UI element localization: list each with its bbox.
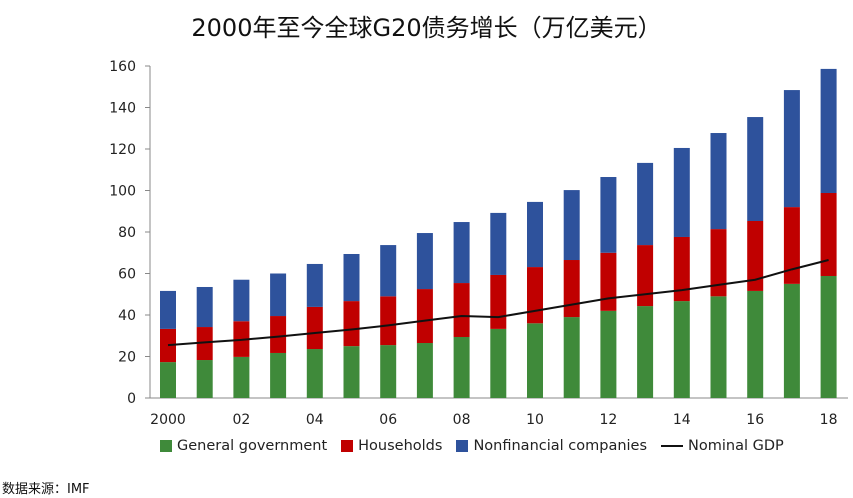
bar-households <box>747 221 764 291</box>
x-tick-label: 2000 <box>150 412 186 428</box>
bar-nonfinancial-companies <box>453 222 470 284</box>
bar-households <box>527 267 543 324</box>
bar-households <box>563 260 580 318</box>
bar-households <box>710 229 727 297</box>
bar-general-government <box>710 296 727 398</box>
bar-general-government <box>783 283 800 398</box>
bar-nonfinancial-companies <box>783 90 800 208</box>
bar-general-government <box>233 356 250 398</box>
bar-general-government <box>600 310 617 398</box>
legend-label: Nominal GDP <box>688 438 784 454</box>
bar-nonfinancial-companies <box>196 286 213 328</box>
bar-nonfinancial-companies <box>710 133 727 230</box>
bar-nonfinancial-companies <box>820 68 837 193</box>
legend-item-gdp: Nominal GDP <box>661 438 784 454</box>
bar-households <box>270 316 287 353</box>
bar-nonfinancial-companies <box>306 263 323 307</box>
bar-general-government <box>343 346 360 398</box>
bar-general-government <box>490 328 507 398</box>
bar-households <box>160 328 176 363</box>
bar-general-government <box>637 306 654 398</box>
x-tick-label: 02 <box>232 412 250 428</box>
y-tick-label: 20 <box>118 350 136 366</box>
bar-general-government <box>563 317 580 398</box>
legend-swatch <box>456 440 469 452</box>
legend-item-nonfinancial: Nonfinancial companies <box>456 438 647 454</box>
bar-nonfinancial-companies <box>637 162 654 246</box>
bar-general-government <box>527 323 543 398</box>
bar-households <box>380 296 397 346</box>
bar-households <box>820 192 837 276</box>
bar-nonfinancial-companies <box>527 201 543 268</box>
x-tick-label: 18 <box>820 412 838 428</box>
bar-households <box>783 207 800 284</box>
x-tick-label: 14 <box>673 412 691 428</box>
y-tick-label: 140 <box>109 101 136 117</box>
x-tick-label: 08 <box>453 412 471 428</box>
bar-general-government <box>306 349 323 398</box>
bar-households <box>673 236 690 302</box>
bar-general-government <box>160 362 176 398</box>
bar-nonfinancial-companies <box>270 273 287 317</box>
bar-nonfinancial-companies <box>600 177 617 253</box>
legend-item-government: General government <box>160 438 327 454</box>
bar-nonfinancial-companies <box>233 279 250 322</box>
x-tick-label: 10 <box>526 412 544 428</box>
chart-title: 2000年至今全球G20债务增长（万亿美元） <box>191 14 662 42</box>
bar-general-government <box>380 345 397 398</box>
y-tick-label: 0 <box>127 391 136 407</box>
bar-nonfinancial-companies <box>416 233 433 290</box>
bar-households <box>453 283 470 337</box>
legend-label: Nonfinancial companies <box>473 438 648 454</box>
bar-households <box>637 245 654 307</box>
source-note: 数据来源：IMF <box>2 482 90 497</box>
legend-item-households: Households <box>341 438 442 454</box>
y-tick-label: 60 <box>118 267 136 283</box>
gdp-line <box>167 259 829 347</box>
y-tick-label: 160 <box>109 59 136 75</box>
y-tick-label: 40 <box>118 308 136 324</box>
y-tick-label: 100 <box>109 184 136 200</box>
legend-swatch <box>341 440 354 452</box>
x-tick-label: 06 <box>379 412 397 428</box>
bar-nonfinancial-companies <box>563 190 580 261</box>
bar-households <box>306 306 323 350</box>
bar-general-government <box>453 336 470 398</box>
chart-plot: 0 20 40 60 80 100 120 140 160 2000 02 04 06 08 10 12 14 1… <box>109 59 848 428</box>
x-tick-label: 12 <box>599 412 617 428</box>
bar-households <box>490 274 507 329</box>
bar-general-government <box>673 301 690 398</box>
bar-households <box>416 289 433 344</box>
bar-nonfinancial-companies <box>380 245 397 297</box>
x-tick-label: 16 <box>746 412 764 428</box>
y-tick-label: 80 <box>118 225 136 241</box>
bar-general-government <box>270 352 287 398</box>
bar-nonfinancial-companies <box>673 147 690 237</box>
y-tick-label: 120 <box>109 142 136 158</box>
legend-label: Households <box>358 438 443 454</box>
bar-general-government <box>820 275 837 398</box>
bar-nonfinancial-companies <box>343 253 360 302</box>
bar-households <box>196 327 213 361</box>
bar-nonfinancial-companies <box>747 117 764 222</box>
legend-line <box>661 445 684 447</box>
legend-swatch <box>160 440 172 452</box>
bar-households <box>343 301 360 347</box>
x-tick-label: 04 <box>306 412 324 428</box>
bar-general-government <box>196 360 213 398</box>
bar-households <box>600 252 617 311</box>
bar-general-government <box>747 290 764 398</box>
bar-nonfinancial-companies <box>160 290 176 329</box>
bar-general-government <box>416 343 433 398</box>
bar-nonfinancial-companies <box>490 212 507 275</box>
legend-label: General government <box>177 438 328 454</box>
legend: General government Households Nonfinanci… <box>160 438 784 454</box>
